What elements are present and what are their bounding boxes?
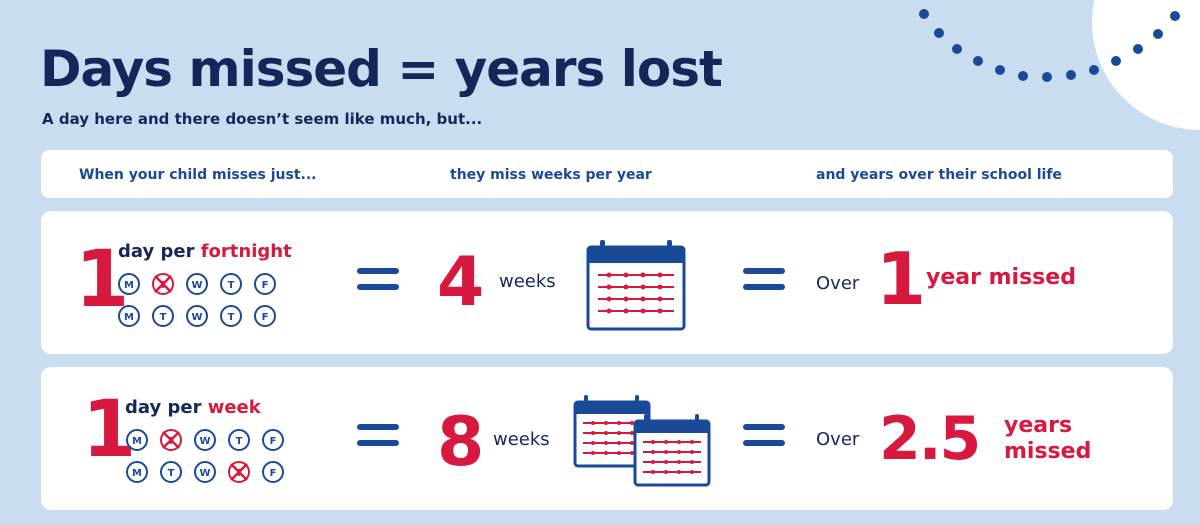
years-missed-line1: years xyxy=(1004,413,1073,438)
frequency-prefix: day per xyxy=(118,241,201,262)
day-letter: M xyxy=(132,468,142,479)
day-letter: W xyxy=(199,468,210,479)
day-letter: W xyxy=(199,436,210,447)
day-circle-icon: M xyxy=(126,461,148,483)
weeks-label: weeks xyxy=(499,271,556,292)
day-letter: F xyxy=(270,436,277,447)
weekday-grid: M T W T F M T W T F xyxy=(118,273,276,327)
calendar-icon xyxy=(633,414,711,487)
day-circle-icon: F xyxy=(254,305,276,327)
header-misses: When your child misses just... xyxy=(79,167,317,183)
day-letter: M xyxy=(124,312,134,323)
day-letter: F xyxy=(262,312,269,323)
day-letter: T xyxy=(168,468,175,479)
weekday-grid: M T W T F M T W T F xyxy=(126,429,284,483)
day-circle-icon: M xyxy=(118,273,140,295)
row-week: 1 day per week M T W T F M T W T F 8 wee… xyxy=(41,367,1173,510)
day-letter: T xyxy=(160,312,167,323)
weeks-label: weeks xyxy=(493,429,550,450)
frequency-prefix: day per xyxy=(125,397,208,418)
day-letter: M xyxy=(132,436,142,447)
day-letter: T xyxy=(228,280,235,291)
day-circle-icon: F xyxy=(254,273,276,295)
frequency-period: week xyxy=(207,397,261,418)
header-years: and years over their school life xyxy=(816,167,1062,183)
frequency-label: day per week xyxy=(125,397,261,418)
day-circle-icon: T xyxy=(152,305,174,327)
frequency-label: day per fortnight xyxy=(118,241,292,262)
days-count: 1 xyxy=(82,385,137,475)
day-letter: W xyxy=(191,312,202,323)
header-weeks: they miss weeks per year xyxy=(450,167,652,183)
day-circle-icon: F xyxy=(262,429,284,451)
years-missed-line2: missed xyxy=(1004,439,1092,465)
week-one: M T W T F xyxy=(126,429,284,451)
weeks-count: 4 xyxy=(437,243,485,322)
column-header-bar: When your child misses just... they miss… xyxy=(41,150,1173,198)
equals-icon xyxy=(357,268,399,300)
years-missed-label: years missed xyxy=(1004,413,1091,466)
crossed-day-icon: T xyxy=(152,273,174,295)
day-letter: M xyxy=(124,280,134,291)
calendar-icon xyxy=(586,240,686,331)
equals-icon xyxy=(357,424,399,456)
day-circle-icon: W xyxy=(186,305,208,327)
day-letter: T xyxy=(228,312,235,323)
row-fortnight: 1 day per fortnight M T W T F M T W T F … xyxy=(41,211,1173,354)
day-circle-icon: M xyxy=(126,429,148,451)
equals-icon xyxy=(743,268,785,300)
calendar-stack-icon xyxy=(573,395,711,487)
years-count: 2.5 xyxy=(879,404,981,474)
day-letter: F xyxy=(262,280,269,291)
crossed-day-icon: T xyxy=(160,429,182,451)
week-one: M T W T F xyxy=(118,273,276,295)
week-two: M T W T F xyxy=(118,305,276,327)
day-letter: T xyxy=(236,436,243,447)
years-missed-label: year missed xyxy=(926,265,1076,290)
day-circle-icon: T xyxy=(160,461,182,483)
years-count: 1 xyxy=(876,237,927,321)
day-circle-icon: W xyxy=(186,273,208,295)
crossed-day-icon: T xyxy=(228,461,250,483)
over-label: Over xyxy=(816,429,860,450)
day-circle-icon: F xyxy=(262,461,284,483)
day-circle-icon: T xyxy=(220,305,242,327)
week-two: M T W T F xyxy=(126,461,284,483)
page-title: Days missed = years lost xyxy=(40,40,723,98)
frequency-period: fortnight xyxy=(200,241,292,262)
day-letter: W xyxy=(191,280,202,291)
page-subtitle: A day here and there doesn’t seem like m… xyxy=(42,110,483,128)
day-circle-icon: W xyxy=(194,461,216,483)
equals-icon xyxy=(743,424,785,456)
weeks-count: 8 xyxy=(437,403,485,482)
day-circle-icon: T xyxy=(228,429,250,451)
day-circle-icon: M xyxy=(118,305,140,327)
day-circle-icon: T xyxy=(220,273,242,295)
over-label: Over xyxy=(816,273,860,294)
day-letter: F xyxy=(270,468,277,479)
calendar-icon xyxy=(573,395,651,468)
day-circle-icon: W xyxy=(194,429,216,451)
